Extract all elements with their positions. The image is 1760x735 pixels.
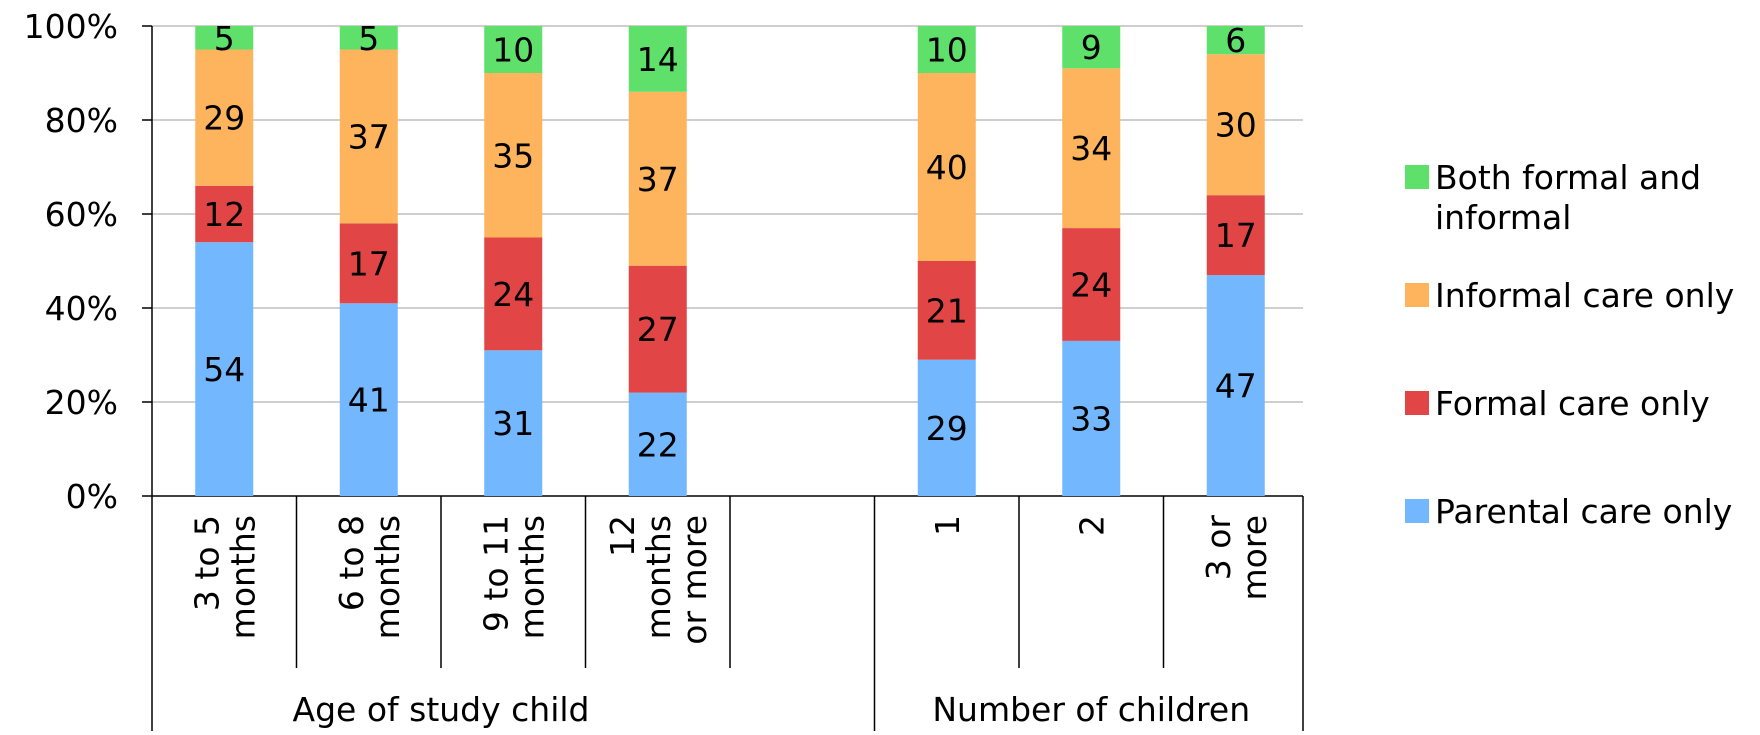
data-label: 34 <box>1070 129 1112 168</box>
x-tick-label: months <box>639 515 678 639</box>
x-tick-label: more <box>1235 515 1274 600</box>
data-label: 5 <box>214 19 235 58</box>
bar-segment-informal-care-only <box>339 49 398 224</box>
bar-segment-parental-care-only <box>1062 340 1121 496</box>
legend-item-both: Both formal and informal <box>1405 158 1755 238</box>
bar-segment-both-formal-and-informal <box>484 26 543 73</box>
y-tick-label: 40% <box>45 289 118 328</box>
y-tick-label: 80% <box>45 101 118 140</box>
data-label: 35 <box>492 136 534 175</box>
data-label: 12 <box>203 195 245 234</box>
legend-swatch-informal <box>1405 283 1429 307</box>
legend-swatch-formal <box>1405 391 1429 415</box>
data-label: 37 <box>348 117 390 156</box>
legend-label-both: Both formal and informal <box>1435 158 1702 237</box>
legend-label-parental: Parental care only <box>1435 492 1733 531</box>
bar-segment-informal-care-only <box>484 73 543 238</box>
y-tick-label: 100% <box>24 7 118 46</box>
legend-item-parental: Parental care only <box>1405 492 1755 532</box>
data-label: 27 <box>637 310 679 349</box>
y-tick-label: 20% <box>45 383 118 422</box>
x-tick-label: 1 <box>928 515 967 536</box>
data-label: 47 <box>1215 367 1257 406</box>
bar-segment-parental-care-only <box>484 350 543 496</box>
legend-item-formal: Formal care only <box>1405 384 1755 424</box>
x-tick-label: 6 to 8 <box>332 515 371 611</box>
bar-segment-informal-care-only <box>1206 54 1265 196</box>
data-label: 37 <box>637 160 679 199</box>
bar-segment-formal-care-only <box>917 261 976 360</box>
legend-label-formal: Formal care only <box>1435 384 1710 423</box>
y-tick-label: 60% <box>45 195 118 234</box>
data-label: 10 <box>492 31 534 70</box>
bar-segment-both-formal-and-informal <box>1062 26 1121 69</box>
bar-segment-parental-care-only <box>339 303 398 496</box>
bar-segment-both-formal-and-informal <box>1206 26 1265 55</box>
data-label: 29 <box>926 409 968 448</box>
bar-segment-both-formal-and-informal <box>917 26 976 73</box>
bar-segment-parental-care-only <box>917 359 976 496</box>
data-label: 41 <box>348 381 390 420</box>
data-label: 29 <box>203 99 245 138</box>
x-tick-label: 9 to 11 <box>476 515 515 632</box>
bar-segment-formal-care-only <box>1206 195 1265 276</box>
x-tick-label: months <box>368 515 407 639</box>
bar-segment-both-formal-and-informal <box>339 26 398 50</box>
data-label: 24 <box>492 275 534 314</box>
data-label: 31 <box>492 404 534 443</box>
bar-segment-parental-care-only <box>1206 275 1265 496</box>
bar-segment-informal-care-only <box>195 49 254 186</box>
data-label: 22 <box>637 425 679 464</box>
bar-segment-formal-care-only <box>339 223 398 304</box>
legend-swatch-parental <box>1405 499 1429 523</box>
bar-segment-formal-care-only <box>1062 228 1121 341</box>
x-group-label: Number of children <box>932 690 1250 729</box>
x-tick-label: or more <box>675 515 714 645</box>
legend-item-informal: Informal care only <box>1405 276 1755 316</box>
data-label: 21 <box>926 291 968 330</box>
bar-segment-parental-care-only <box>628 392 687 496</box>
bar-segment-formal-care-only <box>628 265 687 393</box>
bar-segment-formal-care-only <box>195 185 254 243</box>
data-label: 24 <box>1070 266 1112 305</box>
bar-segment-formal-care-only <box>484 237 543 351</box>
legend-label-informal: Informal care only <box>1435 276 1735 315</box>
data-label: 10 <box>926 31 968 70</box>
legend-swatch-both <box>1405 165 1429 189</box>
bar-segment-informal-care-only <box>628 91 687 266</box>
bar-segment-both-formal-and-informal <box>195 26 254 50</box>
data-label: 14 <box>637 40 679 79</box>
x-tick-label: months <box>223 515 262 639</box>
y-tick-label: 0% <box>66 477 118 516</box>
x-tick-label: 12 <box>603 515 642 557</box>
bar-segment-both-formal-and-informal <box>628 26 687 92</box>
data-label: 17 <box>348 244 390 283</box>
x-group-label: Age of study child <box>293 690 590 729</box>
data-label: 33 <box>1070 399 1112 438</box>
data-label: 40 <box>926 148 968 187</box>
x-tick-label: 3 or <box>1199 515 1238 581</box>
data-label: 17 <box>1215 216 1257 255</box>
data-label: 9 <box>1081 28 1102 67</box>
data-label: 54 <box>203 350 245 389</box>
bar-segment-informal-care-only <box>1062 68 1121 229</box>
x-tick-label: 3 to 5 <box>187 515 226 611</box>
x-tick-label: months <box>512 515 551 639</box>
bar-segment-informal-care-only <box>917 73 976 261</box>
data-label: 5 <box>358 19 379 58</box>
x-tick-label: 2 <box>1072 515 1111 536</box>
data-label: 30 <box>1215 106 1257 145</box>
bar-segment-parental-care-only <box>195 242 254 496</box>
data-label: 6 <box>1225 21 1246 60</box>
